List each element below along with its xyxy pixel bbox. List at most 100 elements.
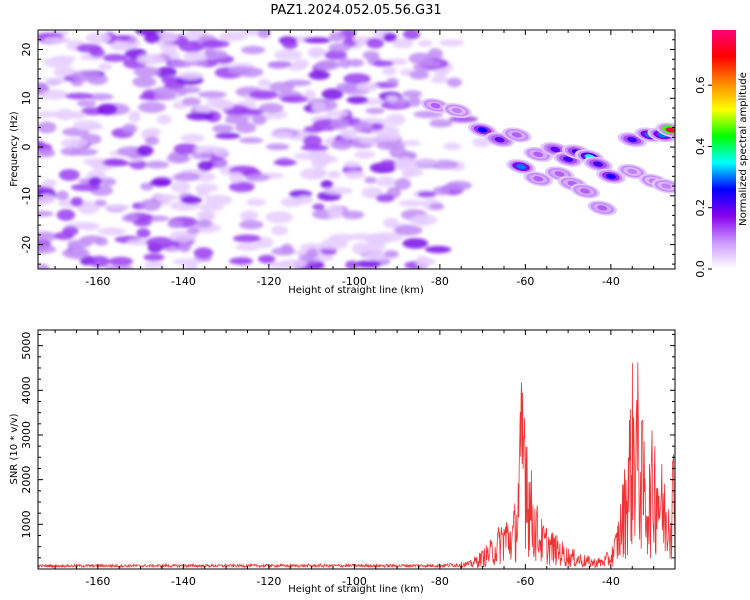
noise-blob [353,121,373,133]
noise-blob [316,155,338,164]
noise-blob [144,32,161,44]
noise-blob [320,179,334,189]
signal-feature [442,102,472,119]
signal-feature [596,168,626,184]
noise-blob [258,103,284,113]
noise-blob [56,209,76,221]
noise-blob [195,183,219,192]
noise-blob [215,160,228,168]
noise-blob [235,122,257,134]
noise-blob [102,158,127,167]
noise-blob [204,194,233,206]
noise-blob [67,239,92,248]
spectrogram-y-label: Frequency (Hz) [9,111,20,187]
noise-blob [78,222,100,231]
noise-blob [315,60,336,71]
noise-blob [391,38,414,49]
noise-blob [375,193,395,203]
noise-blob [402,30,421,40]
noise-blob [65,92,94,100]
signal-features [420,98,675,216]
noise-blob [429,203,445,211]
noise-blob [256,237,274,249]
noise-blob [306,248,319,258]
noise-blob [76,100,97,107]
noise-blob [380,159,397,168]
noise-blob [430,75,448,84]
colorbar-ticks: 0.0 0.2 0.4 0.6 [694,76,712,278]
noise-blob [409,70,429,80]
noise-blob [443,142,462,151]
noise-blob [156,114,172,125]
noise-blob [411,214,437,226]
noise-blob [38,121,57,134]
snr-panel: -160 -140 -120 -100 -80 -60 -40 1000 2000 3000 40… [9,329,676,595]
noise-blob [232,234,262,243]
noise-blob [191,152,213,160]
noise-blob [417,39,433,47]
noise-blob [160,44,177,53]
noise-blob [88,176,103,186]
noise-blob [155,66,177,79]
spectrogram-image [38,30,675,269]
noise-blob [153,91,176,101]
noise-blob [70,148,99,156]
snr-y-tick-label: 3000 [20,421,33,449]
noise-blob [331,139,353,150]
snr-x-tick-label: -40 [602,575,620,588]
noise-blob [143,253,165,262]
noise-blob [401,171,415,178]
noise-blob [224,114,249,125]
noise-blob [142,128,162,135]
noise-blob [415,255,430,268]
noise-blob [173,143,200,155]
noise-blob [269,81,295,93]
noise-blob [365,107,385,114]
noise-blob [122,123,138,134]
noise-blob [186,112,215,121]
noise-blob [121,214,139,223]
noise-blob [58,169,80,181]
noise-blob [417,191,436,198]
noise-blob [246,198,266,206]
noise-blob [38,111,63,118]
spectrogram-y-tick-label: 0 [20,144,33,151]
noise-blob [240,210,259,221]
noise-blob [55,108,75,121]
noise-blob [364,176,377,184]
noise-blob [303,37,332,44]
signal-feature [506,159,536,175]
noise-blob [69,111,86,119]
noise-blob [372,60,394,67]
noise-blob [402,90,423,98]
noise-blob [248,90,279,100]
noise-blob [252,114,267,125]
noise-blob [132,76,157,88]
noise-blob [102,53,128,62]
signal-feature [617,163,647,179]
noise-blob [258,79,272,88]
noise-blob [282,39,298,50]
noise-blob [198,91,227,99]
noise-blob [136,145,154,157]
noise-blob [110,41,132,51]
noise-blob [60,138,89,148]
noise-blob [82,158,109,166]
noise-blob [201,39,230,48]
noise-blob [345,260,359,269]
noise-blob [449,115,478,123]
noise-blob [355,260,382,268]
signal-feature [484,132,515,148]
noise-blob [144,261,165,269]
noise-blob [273,159,298,166]
noise-blob [407,96,422,107]
noise-blob [45,77,69,84]
snr-y-tick-label: 5000 [20,332,33,360]
noise-blob [38,148,56,158]
spectrogram-x-axis: -160 -140 -120 -100 -80 -60 -40 [54,30,676,288]
snr-y-tick-label: 1000 [20,510,33,538]
noise-blob [299,243,328,251]
noise-blob [73,120,101,131]
colorbar-strip [712,30,736,269]
